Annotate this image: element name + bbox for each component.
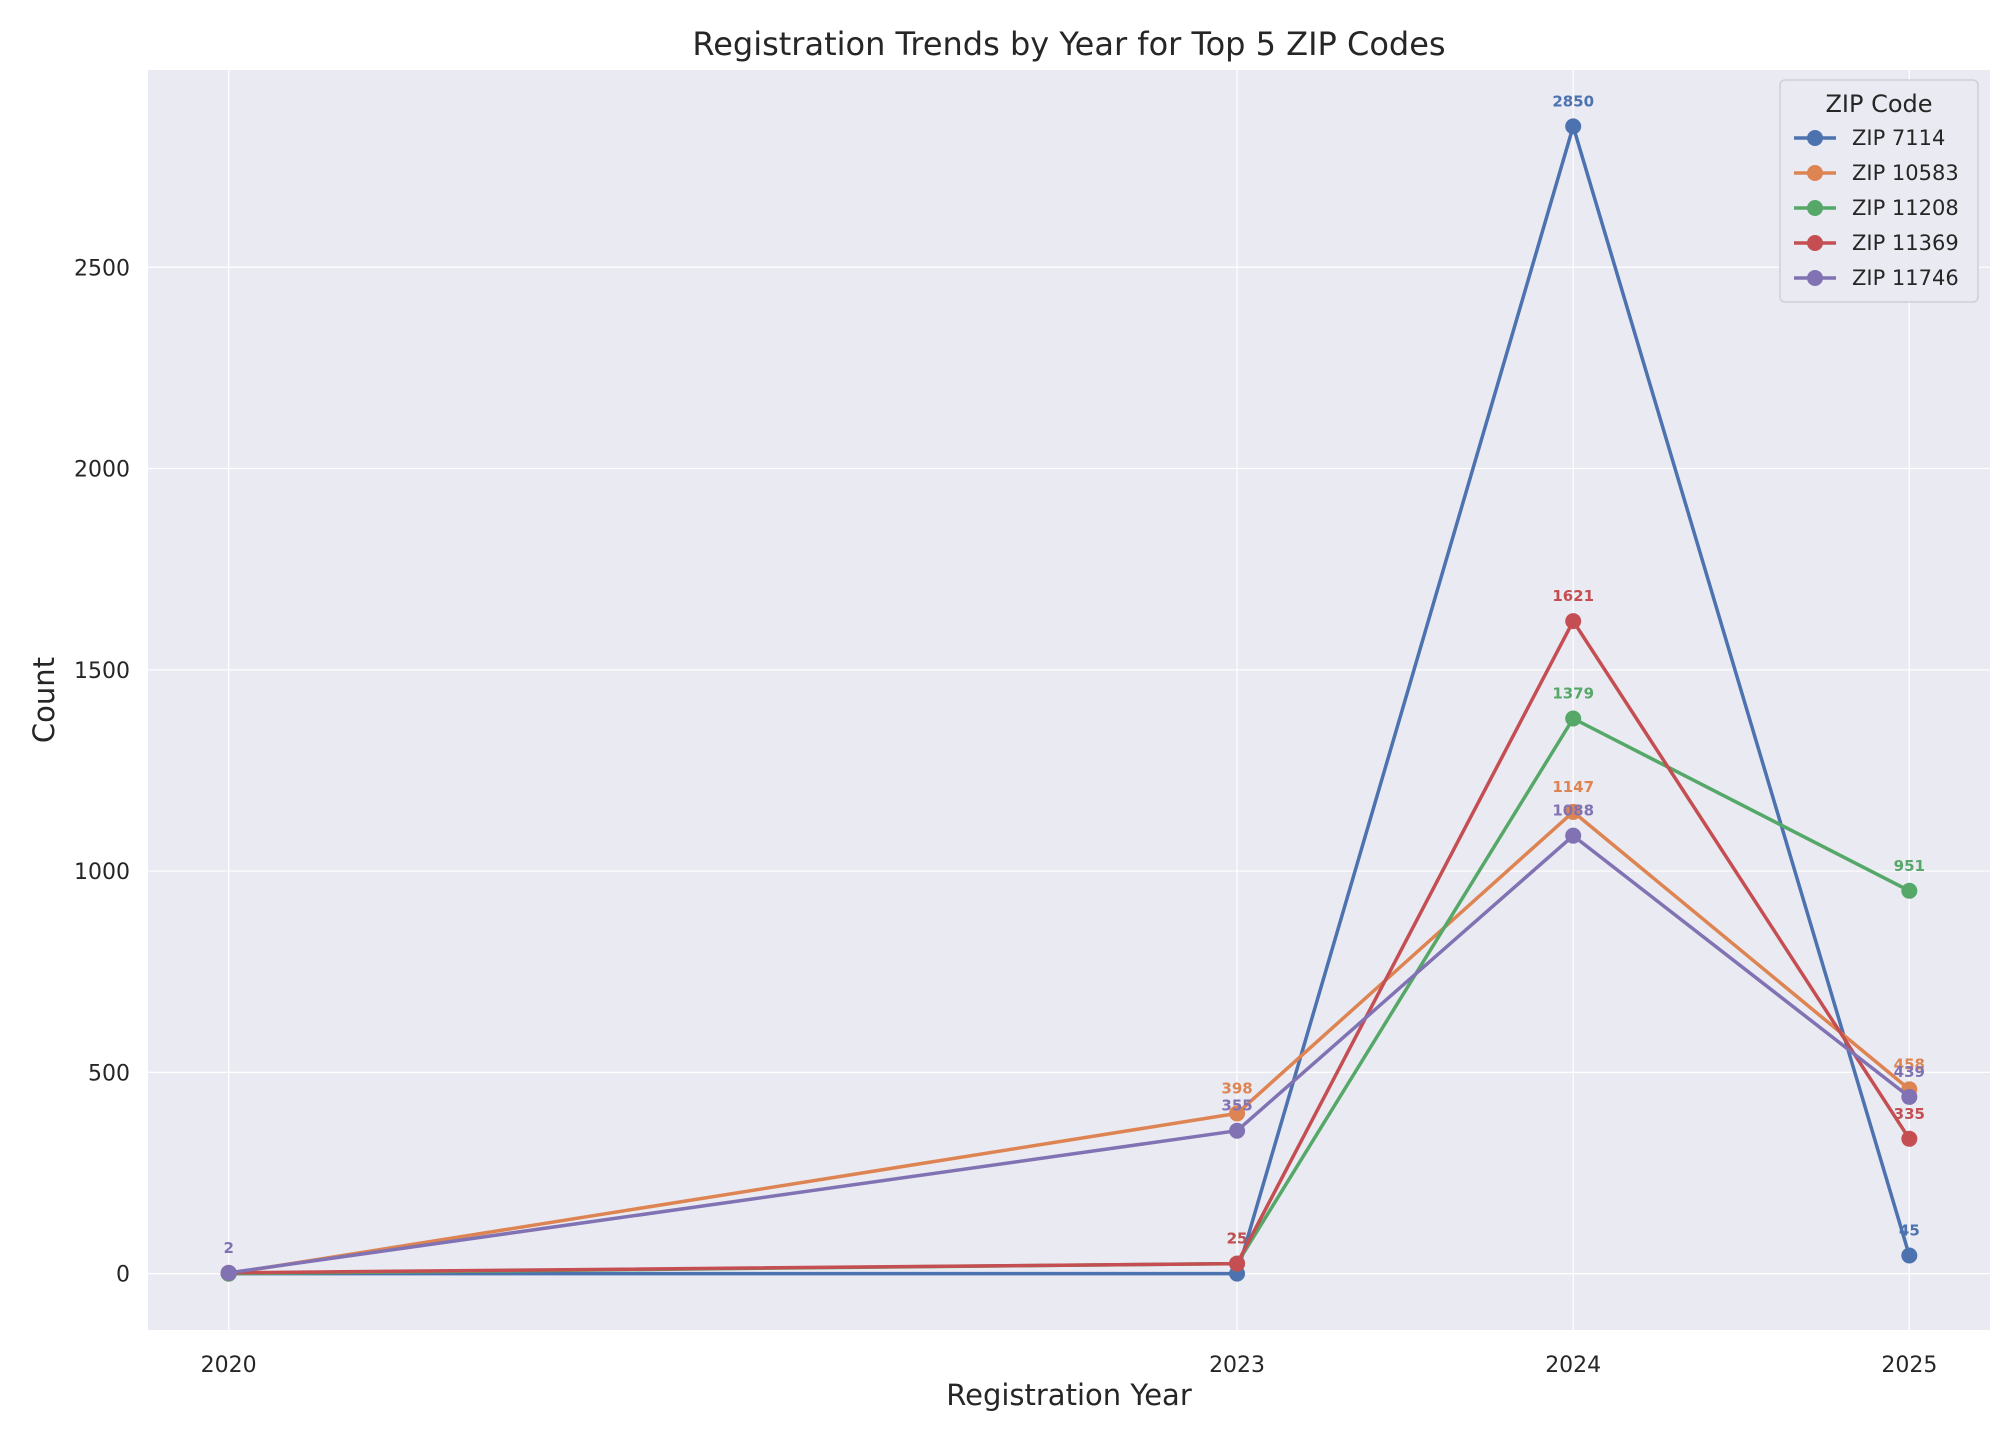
- chart-title: Registration Trends by Year for Top 5 ZI…: [692, 25, 1445, 63]
- x-tick-label: 2025: [1881, 1353, 1937, 1378]
- data-point: [1565, 710, 1582, 727]
- data-label: 398: [1221, 1079, 1252, 1097]
- y-tick-label: 1000: [74, 860, 130, 885]
- y-tick-label: 2500: [74, 256, 130, 281]
- x-axis-label: Registration Year: [946, 1378, 1192, 1412]
- legend-marker: [1807, 130, 1823, 146]
- data-point: [1229, 1105, 1246, 1122]
- y-axis-ticks: 0 500 1000 1500 2000 2500: [74, 256, 130, 1287]
- data-label: 25: [1227, 1230, 1248, 1248]
- data-label: 2850: [1552, 92, 1594, 110]
- y-tick-label: 500: [88, 1061, 130, 1086]
- legend-label: ZIP 10583: [1852, 161, 1959, 185]
- y-tick-label: 0: [116, 1263, 130, 1288]
- data-label: 1147: [1552, 778, 1594, 796]
- legend: ZIP Code ZIP 7114 ZIP 10583 ZIP 11208 ZIP 1…: [1779, 79, 1979, 303]
- legend-marker: [1807, 235, 1823, 251]
- data-point: [1565, 827, 1582, 844]
- data-label: 335: [1894, 1105, 1925, 1123]
- data-point: [1901, 882, 1918, 899]
- data-label: 1088: [1552, 802, 1594, 820]
- grid: [148, 70, 1990, 1330]
- legend-label: ZIP 11746: [1852, 266, 1959, 290]
- series-lines: [220, 118, 1918, 1282]
- legend-marker: [1807, 270, 1823, 286]
- y-axis-label: Count: [27, 657, 61, 743]
- data-point: [1229, 1255, 1246, 1272]
- x-tick-label: 2024: [1545, 1353, 1601, 1378]
- series-line: [228, 124, 1911, 1276]
- data-label: 1621: [1552, 587, 1594, 605]
- data-label: 458: [1894, 1055, 1925, 1073]
- legend-label: ZIP 7114: [1852, 126, 1945, 150]
- data-point: [1901, 1247, 1918, 1264]
- legend-label: ZIP 11208: [1852, 196, 1959, 220]
- legend-marker: [1807, 165, 1823, 181]
- plot-area: [148, 70, 1990, 1330]
- legend-label: ZIP 11369: [1852, 231, 1959, 255]
- data-label: 45: [1899, 1222, 1920, 1240]
- data-point: [1565, 613, 1582, 630]
- y-tick-label: 2000: [74, 458, 130, 483]
- data-point: [1565, 803, 1582, 820]
- data-label: 1379: [1552, 685, 1594, 703]
- x-axis-ticks: 2020 2023 2024 2025: [201, 1353, 1938, 1378]
- data-label: 439: [1894, 1063, 1925, 1081]
- legend-box: [1779, 79, 1979, 303]
- data-labels: 2850453981147458251379951251621335235510…: [223, 92, 1925, 1256]
- legend-title: ZIP Code: [1825, 90, 1932, 118]
- series-line: [228, 810, 1911, 1276]
- data-point: [1565, 118, 1582, 135]
- data-label: 355: [1221, 1097, 1252, 1115]
- x-tick-label: 2020: [201, 1353, 257, 1378]
- data-label: 951: [1894, 857, 1925, 875]
- series-line: [228, 833, 1911, 1275]
- data-point: [1229, 1122, 1246, 1139]
- series-line: [228, 619, 1911, 1275]
- data-point: [220, 1264, 237, 1281]
- x-tick-label: 2023: [1209, 1353, 1265, 1378]
- data-point: [1901, 1130, 1918, 1147]
- data-point: [1901, 1088, 1918, 1105]
- data-label: 2: [223, 1239, 233, 1257]
- legend-items: ZIP 7114 ZIP 10583 ZIP 11208 ZIP 11369 ZIP 1…: [1794, 126, 1959, 290]
- y-tick-label: 1500: [74, 659, 130, 684]
- legend-marker: [1807, 200, 1823, 216]
- data-label: 25: [1227, 1230, 1248, 1248]
